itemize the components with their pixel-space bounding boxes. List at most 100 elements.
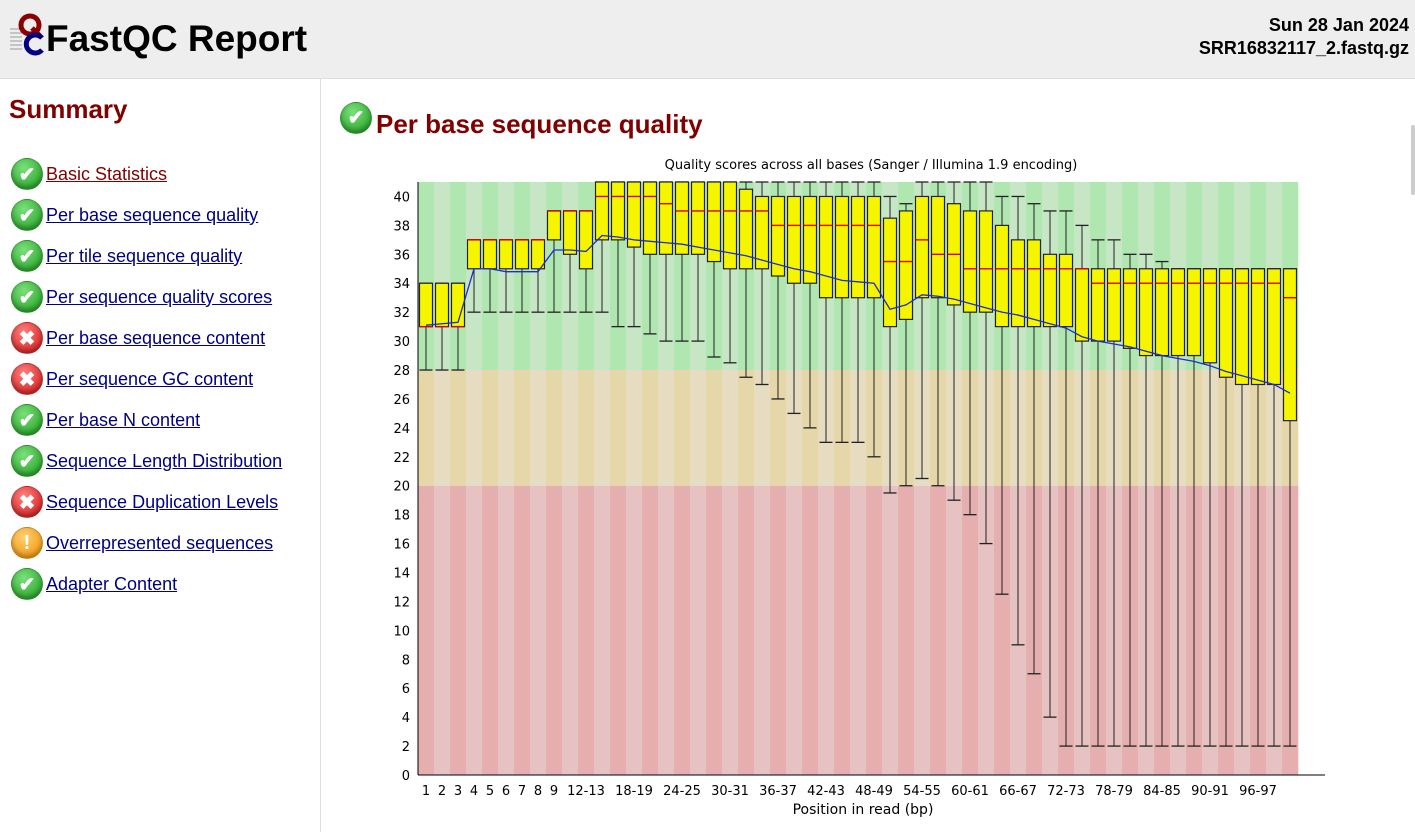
iqr-box [1186,268,1202,357]
iqr-box [690,181,706,255]
summary-item[interactable]: ✖ Per base sequence content [11,321,265,355]
summary-item[interactable]: ✔ Adapter Content [11,567,177,601]
pass-check-icon: ✔ [11,445,43,477]
zone-poor-stripe [962,485,979,775]
zone-ok-stripe [418,370,435,486]
y-tick-label: 16 [393,538,410,553]
zone-poor-stripe [578,485,595,775]
y-tick-label: 30 [393,335,410,350]
iqr-box [978,210,994,313]
iqr-box [738,188,754,270]
zone-ok-stripe [722,370,739,486]
x-tick-label: 12-13 [567,784,605,799]
iqr-box [610,181,626,241]
zone-poor-stripe [882,485,899,775]
y-tick-label: 2 [402,740,410,755]
iqr-box [626,181,642,248]
section-title: Per base sequence quality [376,109,703,139]
summary-item[interactable]: ✔ Per sequence quality scores [11,280,272,314]
x-tick-label: 7 [518,784,526,799]
summary-item[interactable]: ✖ Per sequence GC content [11,362,253,396]
iqr-box [770,195,786,277]
x-tick-label: 48-49 [855,784,893,799]
summary-item[interactable]: ✔ Per base sequence quality [11,198,258,232]
fail-cross-icon: ✖ [11,322,43,354]
iqr-box [466,239,482,270]
zone-poor-stripe [418,485,435,775]
y-tick-label: 0 [402,769,410,784]
zone-poor-stripe [594,485,611,775]
zone-ok-stripe [738,370,755,486]
summary-link[interactable]: Sequence Duplication Levels [46,491,279,512]
summary-item[interactable]: ✔ Basic Statistics [11,157,167,191]
report-header: FastQC Report Sun 28 Jan 2024 SRR1683211… [0,0,1415,79]
y-tick-label: 38 [393,219,410,234]
zone-poor-stripe [866,485,883,775]
quality-boxplot-chart: Quality scores across all bases (Sanger … [380,150,1340,830]
summary-link[interactable]: Per sequence GC content [46,368,254,389]
iqr-box [434,282,450,328]
y-tick-label: 40 [393,190,410,205]
x-tick-label: 1 [422,784,430,799]
summary-link[interactable]: Per sequence quality scores [46,286,273,307]
zone-poor-stripe [530,485,547,775]
iqr-box [1282,268,1298,422]
summary-link[interactable]: Per base sequence content [46,327,266,348]
iqr-box [482,239,498,270]
zone-poor-stripe [450,485,467,775]
zone-ok-stripe [562,370,579,486]
iqr-box [1154,268,1170,357]
iqr-box [562,210,578,255]
y-tick-label: 18 [393,509,410,524]
iqr-box [1026,239,1042,328]
mean-line [425,234,1291,394]
x-axis-label: Position in read (bp) [793,802,934,818]
zone-ok-stripe [594,370,611,486]
iqr-box [658,181,674,255]
x-tick-label: 72-73 [1047,784,1085,799]
iqr-box [642,181,658,255]
summary-link[interactable]: Per base N content [46,409,201,430]
y-tick-label: 12 [393,595,410,610]
summary-link[interactable]: Sequence Length Distribution [46,450,283,471]
fastqc-logo [10,13,44,56]
fail-cross-icon: ✖ [11,486,43,518]
iqr-box [1202,268,1218,364]
zone-poor-stripe [834,485,851,775]
x-tick-label: 96-97 [1239,784,1277,799]
zone-poor-stripe [930,485,947,775]
iqr-box [594,181,610,241]
zone-poor-stripe [482,485,499,775]
y-tick-label: 14 [393,567,410,582]
x-tick-label: 90-91 [1191,784,1229,799]
iqr-box [866,195,882,299]
zone-poor-stripe [674,485,691,775]
iqr-box [1170,268,1186,357]
zone-ok-stripe [642,370,659,486]
scrollbar[interactable] [1411,125,1415,195]
zone-poor-stripe [802,485,819,775]
zone-ok-stripe [786,370,803,486]
iqr-box [1090,268,1106,342]
zone-poor-stripe [754,485,771,775]
iqr-box [1010,239,1026,328]
zone-poor-stripe [626,485,643,775]
iqr-box [1122,268,1138,349]
summary-item[interactable]: ✔ Per base N content [11,403,200,437]
zone-poor-stripe [978,485,995,775]
summary-link[interactable]: Per tile sequence quality [46,245,243,266]
zone-ok-stripe [610,370,627,486]
iqr-box [1106,268,1122,342]
iqr-box [1074,268,1090,342]
summary-link[interactable]: Overrepresented sequences [46,532,274,553]
summary-item[interactable]: ! Overrepresented sequences [11,526,273,560]
chart-svg: Quality scores across all bases (Sanger … [393,158,1325,818]
fail-cross-icon: ✖ [11,363,43,395]
summary-link[interactable]: Adapter Content [46,573,178,594]
summary-item[interactable]: ✔ Sequence Length Distribution [11,444,282,478]
summary-item[interactable]: ✖ Sequence Duplication Levels [11,485,278,519]
summary-link[interactable]: Per base sequence quality [46,204,259,225]
summary-item[interactable]: ✔ Per tile sequence quality [11,239,242,273]
zone-ok-stripe [658,370,675,486]
summary-link[interactable]: Basic Statistics [46,163,168,184]
